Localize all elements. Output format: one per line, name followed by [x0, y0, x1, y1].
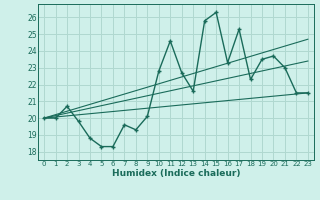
X-axis label: Humidex (Indice chaleur): Humidex (Indice chaleur): [112, 169, 240, 178]
